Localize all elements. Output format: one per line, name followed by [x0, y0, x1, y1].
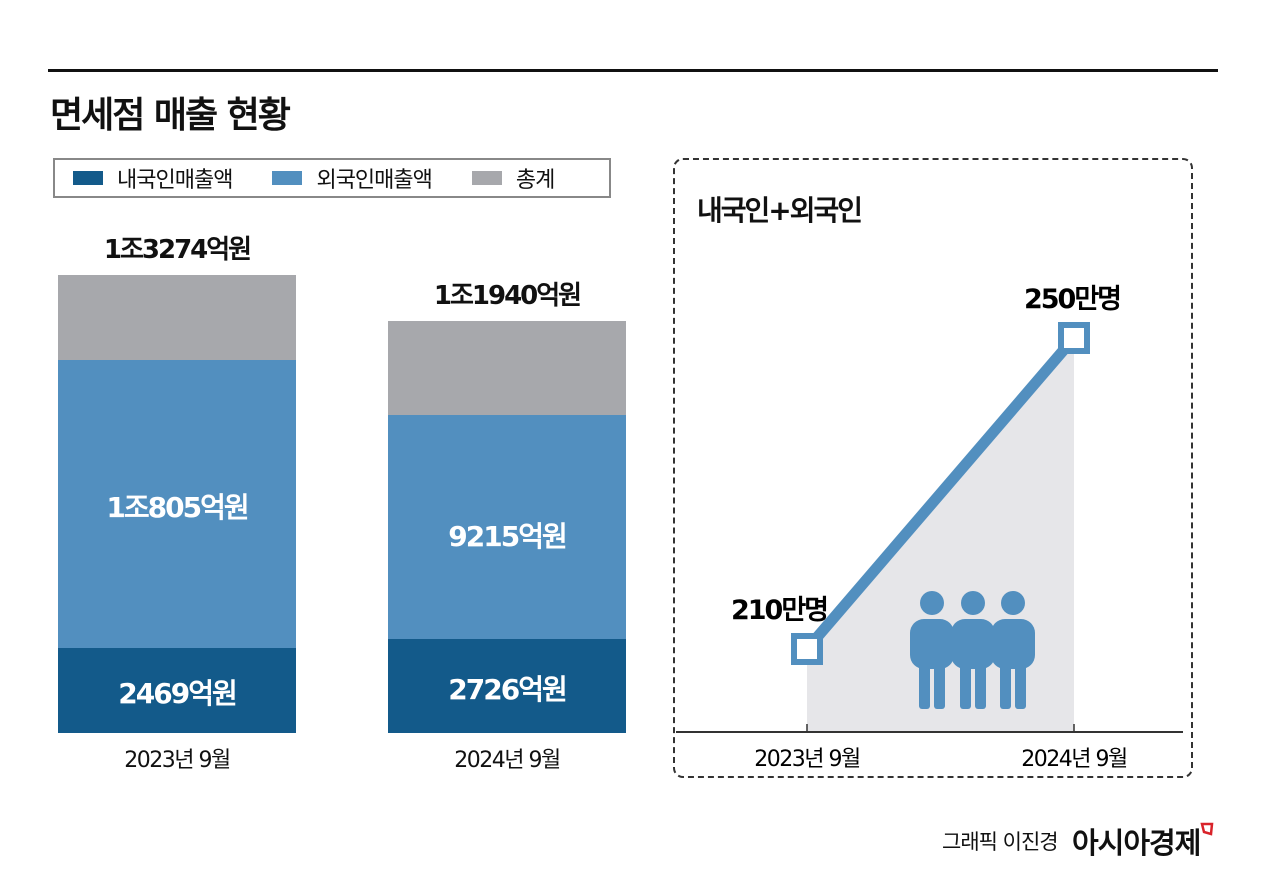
bar-domestic: [58, 647, 296, 733]
data-label: 250만명: [1024, 284, 1120, 315]
legend-label: 외국인매출액: [316, 168, 432, 193]
data-label: 210만명: [731, 595, 827, 626]
series-line: [802, 334, 1079, 653]
legend: 내국인매출액 외국인매출액 총계: [53, 158, 611, 198]
page-title: 면세점 매출 현황: [50, 95, 291, 136]
logo: 아시아경제: [1072, 826, 1201, 860]
x-tick-label: 2024년 9월: [1021, 747, 1127, 772]
legend-label: 내국인매출액: [117, 168, 233, 193]
data-label-domestic: 2469억원: [118, 677, 237, 711]
bar-total-cap: [388, 321, 626, 416]
bar-foreign: [388, 415, 626, 639]
legend-item-domestic: 내국인매출액: [73, 162, 233, 194]
legend-label: 총계: [515, 168, 555, 193]
data-label-foreign: 1조805억원: [106, 491, 249, 524]
legend-item-foreign: 외국인매출액: [272, 162, 433, 194]
people-group-icon: [910, 591, 1035, 709]
visitor-panel: [673, 158, 1193, 778]
credit: 그래픽 이진경: [942, 830, 1059, 854]
legend-swatch: [272, 171, 303, 185]
x-tick-label: 2023년 9월: [124, 748, 231, 773]
data-label-domestic: 2726억원: [448, 672, 567, 706]
legend-swatch: [73, 171, 103, 185]
x-tick-label: 2023년 9월: [754, 747, 860, 772]
data-point: [791, 633, 823, 665]
legend-swatch: [471, 171, 502, 185]
top-rule: [48, 69, 1218, 72]
x-tick-label: 2024년 9월: [454, 748, 561, 773]
logo-mark-icon: [1200, 822, 1214, 836]
bar-domestic: [388, 638, 626, 733]
data-point: [1058, 322, 1090, 354]
bar-foreign: [58, 360, 296, 648]
data-label-total: 1조1940억원: [433, 281, 582, 312]
data-label-total: 1조3274억원: [103, 235, 252, 265]
data-label-foreign: 9215억원: [448, 520, 567, 553]
panel-title: 내국인+외국인: [697, 194, 863, 227]
legend-item-total: 총계: [471, 162, 555, 194]
bar-total-cap: [58, 275, 296, 361]
